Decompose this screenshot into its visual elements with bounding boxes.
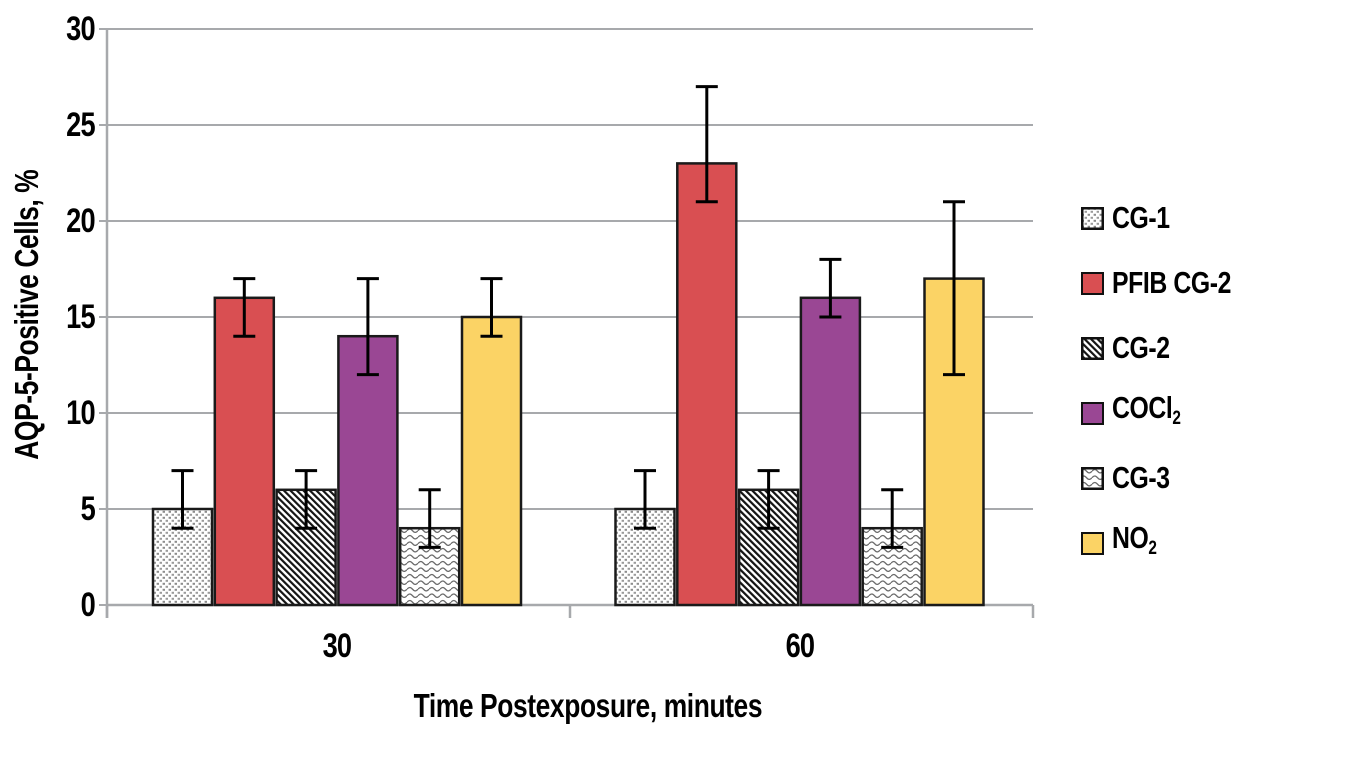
x-axis-title-text: Time Postexposure, minutes — [413, 687, 763, 724]
x-category-label-60: 60 — [785, 627, 814, 665]
bar-COCl2-30 — [337, 334, 399, 607]
y-axis-title-text: AQP-5-Positive Cells, % — [8, 169, 45, 461]
y-axis-title: AQP-5-Positive Cells, % — [7, 115, 47, 515]
y-tick-label-10: 10 — [66, 394, 95, 432]
y-tick-label-15: 15 — [66, 298, 95, 336]
bar-PFIB CG-2-60 — [676, 162, 738, 607]
y-tick-label-30: 30 — [66, 10, 95, 48]
y-tick-label-25: 25 — [66, 106, 95, 144]
y-tick-label-20: 20 — [66, 202, 95, 240]
bar-COCl2-60 — [799, 296, 862, 607]
x-category-label-30: 30 — [322, 627, 352, 665]
x-axis-title: Time Postexposure, minutes — [370, 686, 770, 726]
y-tick-label-0: 0 — [80, 586, 96, 624]
bar-PFIB CG-2-30 — [213, 296, 276, 607]
y-tick-label-5: 5 — [80, 490, 96, 528]
bar-NO2-30 — [460, 315, 523, 607]
